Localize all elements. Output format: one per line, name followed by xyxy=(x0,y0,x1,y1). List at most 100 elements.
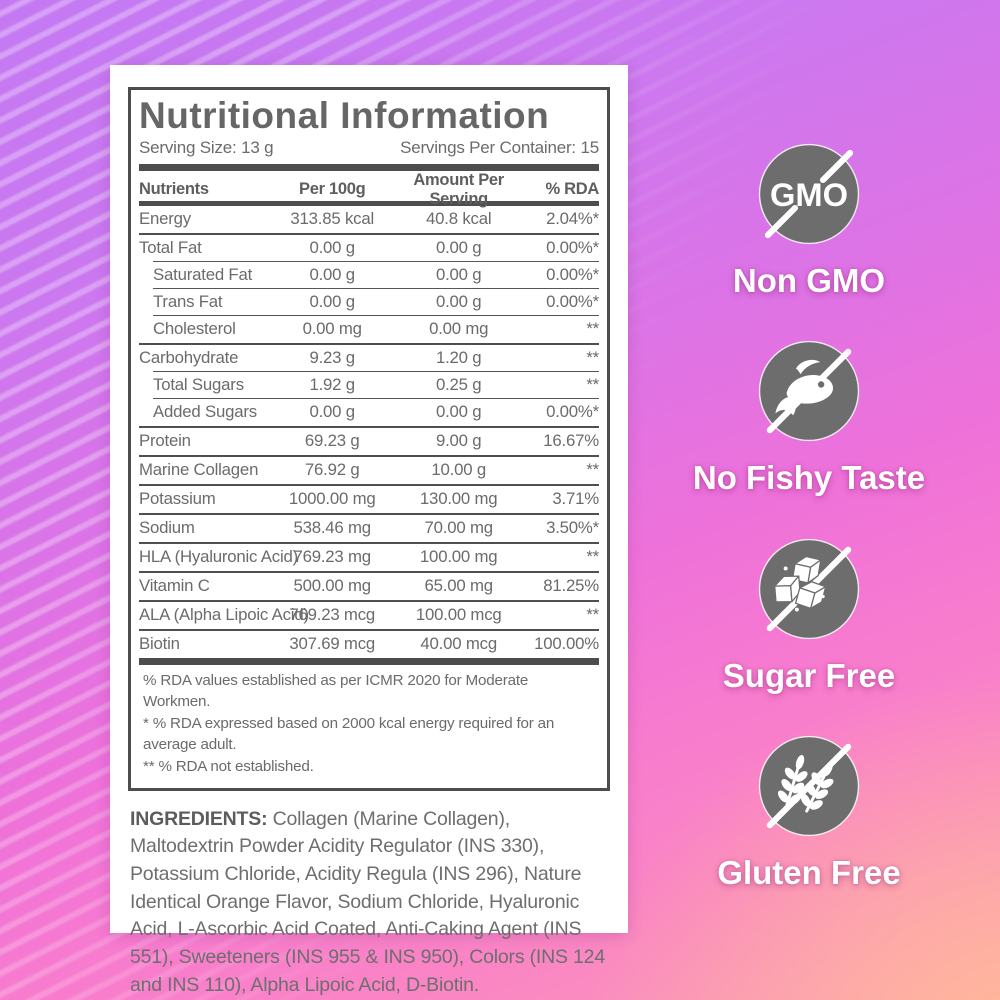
nutrient-cell-rda: 0.00%* xyxy=(546,402,599,422)
wheat-crossed-icon xyxy=(758,735,860,837)
nutrient-row: Biotin 307.69 mcg 40.00 mcg 100.00% xyxy=(139,628,599,658)
nutrient-cell-name: Energy xyxy=(139,209,191,229)
badge-label-non-gmo: Non GMO xyxy=(732,262,886,299)
nutrient-row: Added Sugars 0.00 g 0.00 g 0.00%* xyxy=(139,397,599,426)
divider-bar-header xyxy=(139,200,599,206)
nutrient-cell-name: Potassium xyxy=(139,489,216,509)
nutrient-cell-per100: 538.46 mg xyxy=(293,518,371,538)
nutrient-cell-rda: 3.50%* xyxy=(546,518,599,538)
nutrient-cell-per100: 0.00 g xyxy=(309,292,355,312)
nutrient-cell-serve: 9.00 g xyxy=(435,431,482,451)
nutrient-cell-name: Protein xyxy=(139,431,191,451)
fish-crossed-icon xyxy=(758,341,860,442)
nutrient-cell-serve: 40.8 kcal xyxy=(426,209,492,229)
nutrient-cell-per100: 307.69 mcg xyxy=(289,634,376,654)
footnote-line: % RDA values established as per ICMR 202… xyxy=(143,671,529,711)
nutrient-cell-name: Vitamin C xyxy=(139,576,210,596)
nutrient-row: Total Sugars 1.92 g 0.25 g ** xyxy=(139,370,599,399)
nutrient-cell-serve: 0.00 g xyxy=(435,265,482,285)
nutrient-cell-name: Marine Collagen xyxy=(139,460,259,480)
nutrient-cell-name: Total Sugars xyxy=(153,375,244,395)
serving-info-row: Serving Size: 13 g Servings Per Containe… xyxy=(139,138,599,158)
nutrient-cell-name: Cholesterol xyxy=(153,319,236,339)
nutrient-cell-per100: 1000.00 mg xyxy=(288,489,376,509)
serving-size-text: Serving Size: 13 g xyxy=(139,137,274,157)
nutrient-cell-serve: 0.00 mg xyxy=(429,319,489,339)
nutrient-cell-serve: 1.20 g xyxy=(435,348,482,368)
ingredients-label: INGREDIENTS: xyxy=(130,807,268,830)
nutrient-row: HLA (Hyaluronic Acid) 769.23 mg 100.00 mg *… xyxy=(139,541,599,571)
nutrition-title: Nutritional Information xyxy=(139,95,550,136)
nutrient-cell-serve: 65.00 mg xyxy=(424,576,494,596)
nutrient-row: Carbohydrate 9.23 g 1.20 g ** xyxy=(139,342,599,372)
nutrient-row: Sodium 538.46 mg 70.00 mg 3.50%* xyxy=(139,512,599,542)
badge-label-no-fishy-taste: No Fishy Taste xyxy=(692,459,926,497)
nutrient-cell-rda: 0.00%* xyxy=(546,265,599,285)
footnote-line: * % RDA expressed based on 2000 kcal ene… xyxy=(143,714,555,754)
column-header-amount-per-serving: Amount Per Serving xyxy=(413,170,504,208)
nutrient-row: Marine Collagen 76.92 g 10.00 g ** xyxy=(139,454,599,484)
servings-per-container-text: Servings Per Container: 15 xyxy=(400,137,599,157)
claims-badges-column: GMO Non GMO No Fishy Taste xyxy=(693,138,925,891)
nutrient-row: Cholesterol 0.00 mg 0.00 mg ** xyxy=(139,314,599,343)
nutrient-cell-name: Saturated Fat xyxy=(153,265,253,285)
nutrient-cell-rda: 3.71% xyxy=(552,489,599,509)
nutrient-cell-per100: 0.00 g xyxy=(309,402,355,422)
sugar-cubes-crossed-icon xyxy=(758,538,860,639)
nutrient-cell-serve: 0.00 g xyxy=(435,238,482,258)
nutrient-cell-serve: 0.00 g xyxy=(435,402,482,422)
gmo-circle-text: GMO xyxy=(770,176,848,213)
nutrient-cell-per100: 500.00 mg xyxy=(293,576,371,596)
nutrient-cell-per100: 1.92 g xyxy=(309,375,355,395)
nutrient-cell-serve: 130.00 mg xyxy=(419,489,498,509)
gmo-crossed-icon: GMO xyxy=(758,143,860,245)
column-header-rda: % RDA xyxy=(545,180,599,199)
nutrient-cell-rda: ** xyxy=(586,348,599,368)
table-header-row: Nutrients Per 100g Amount Per Serving % … xyxy=(139,171,599,208)
nutrient-cell-serve: 0.00 g xyxy=(435,292,482,312)
nutrient-cell-rda: ** xyxy=(586,547,599,567)
footnote-line: ** % RDA not established. xyxy=(143,758,314,776)
nutrient-cell-per100: 76.92 g xyxy=(304,460,360,480)
nutrient-cell-rda: 100.00% xyxy=(534,634,599,654)
nutrient-cell-serve: 70.00 mg xyxy=(424,518,494,538)
nutrient-cell-rda: 0.00%* xyxy=(546,292,599,312)
nutrient-cell-name: Added Sugars xyxy=(153,402,257,422)
ingredients-text: Collagen (Marine Collagen), Maltodextrin… xyxy=(130,807,605,996)
nutrient-cell-per100: 313.85 kcal xyxy=(290,209,375,229)
ingredients-paragraph: INGREDIENTS: Collagen (Marine Collagen),… xyxy=(130,806,608,1000)
nutrient-cell-per100: 769.23 mcg xyxy=(289,605,376,625)
divider-bar-top xyxy=(139,163,599,171)
nutrient-cell-serve: 10.00 g xyxy=(431,460,486,480)
nutrient-cell-name: Trans Fat xyxy=(153,292,223,312)
nutrient-row: Potassium 1000.00 mg 130.00 mg 3.71% xyxy=(139,483,599,513)
nutrition-table-box: Nutritional Information Serving Size: 13… xyxy=(128,87,610,791)
nutrient-cell-rda: ** xyxy=(586,375,599,395)
nutrient-cell-name: Biotin xyxy=(139,634,180,654)
divider-bar-bottom xyxy=(139,657,599,665)
nutrient-cell-serve: 100.00 mg xyxy=(419,547,498,567)
nutrient-row: Saturated Fat 0.00 g 0.00 g 0.00%* xyxy=(139,260,599,289)
nutrient-cell-name: Total Fat xyxy=(139,238,202,258)
nutrient-row: ALA (Alpha Lipoic Acid) 769.23 mcg 100.00 … xyxy=(139,599,599,629)
column-header-per-100g: Per 100g xyxy=(298,180,366,199)
nutrient-cell-name: Carbohydrate xyxy=(139,348,239,368)
badge-gluten-free: Gluten Free xyxy=(717,730,901,891)
nutrient-cell-serve: 100.00 mcg xyxy=(415,605,502,625)
nutrient-cell-rda: 2.04%* xyxy=(546,209,599,229)
column-header-nutrients: Nutrients xyxy=(139,180,209,199)
nutrient-row: Trans Fat 0.00 g 0.00 g 0.00%* xyxy=(139,287,599,316)
nutrient-cell-per100: 0.00 g xyxy=(309,238,355,258)
nutrient-row: Energy 313.85 kcal 40.8 kcal 2.04%* xyxy=(139,206,599,233)
badge-non-gmo: GMO Non GMO xyxy=(733,138,885,299)
nutrient-cell-name: HLA (Hyaluronic Acid) xyxy=(139,547,299,567)
nutrient-row: Vitamin C 500.00 mg 65.00 mg 81.25% xyxy=(139,570,599,600)
nutrient-cell-name: ALA (Alpha Lipoic Acid) xyxy=(139,605,309,625)
nutrient-row: Total Fat 0.00 g 0.00 g 0.00%* xyxy=(139,232,599,262)
nutrient-cell-per100: 69.23 g xyxy=(304,431,360,451)
nutrient-cell-rda: 0.00%* xyxy=(546,238,599,258)
nutrient-cell-per100: 0.00 g xyxy=(309,265,355,285)
nutrient-rows: Energy 313.85 kcal 40.8 kcal 2.04%* Total Fa… xyxy=(139,206,599,658)
nutrient-cell-per100: 0.00 mg xyxy=(302,319,362,339)
